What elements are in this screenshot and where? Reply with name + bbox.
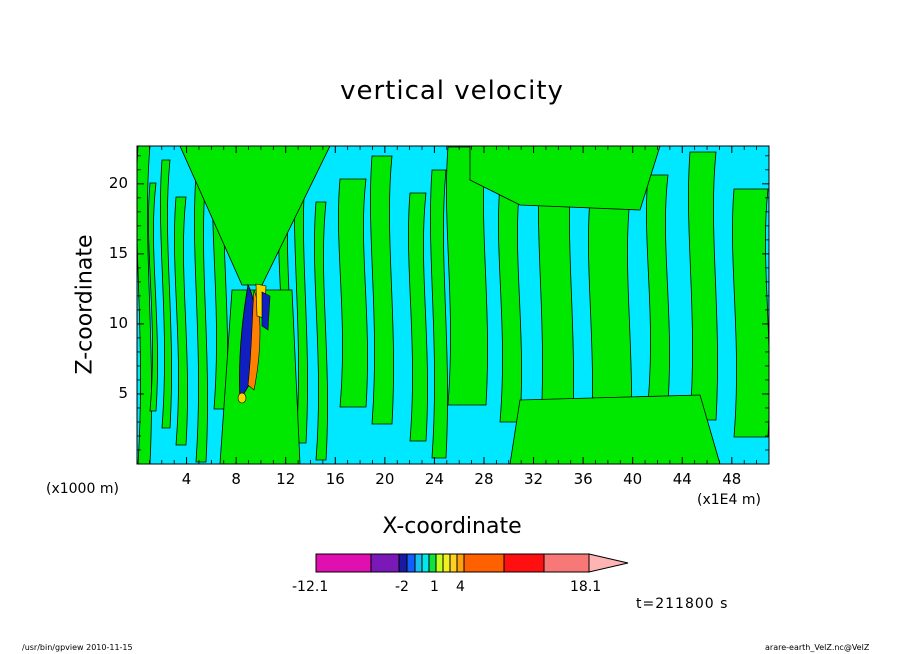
x-tick-label: 40 (623, 470, 643, 488)
colorbar-segment (398, 553, 408, 573)
contour-region (688, 151, 718, 421)
x-tick-label: 12 (276, 470, 296, 488)
y-tick-label: 20 (108, 173, 128, 192)
colorbar-segment (315, 553, 372, 573)
contour-region (338, 178, 368, 408)
updraft-base (237, 392, 247, 404)
y-tick-label: 10 (108, 313, 128, 332)
footer-program-date: /usr/bin/gpview 2010-11-15 (22, 643, 133, 652)
x-tick-label: 36 (573, 470, 593, 488)
footer-variable-source: arare-earth_VelZ.nc@VelZ (765, 643, 870, 652)
colorbar-segment (406, 553, 416, 573)
colorbar-segment (421, 553, 430, 573)
y-tick-label: 15 (108, 243, 128, 262)
contour-region (194, 173, 208, 463)
x-tick-label: 24 (424, 470, 444, 488)
colorbar-segment (428, 553, 437, 573)
x-axis-label: X-coordinate (382, 514, 522, 539)
x-tick-label: 8 (231, 470, 241, 488)
colorbar-segment (442, 553, 451, 573)
contour-region (469, 146, 661, 211)
downdraft-region (261, 291, 271, 331)
contour-region (174, 196, 188, 446)
colorbar-segment (435, 553, 444, 573)
colorbar-segment (456, 553, 465, 573)
contour-region (370, 155, 394, 425)
colorbar-tick-label: 1 (430, 579, 439, 595)
contour-region (446, 146, 488, 406)
x-tick-label: 20 (375, 470, 395, 488)
x-tick-label: 16 (325, 470, 345, 488)
colorbar-tick-label: 4 (456, 579, 465, 595)
contour-region (294, 164, 308, 444)
y-axis-label: Z-coordinate (72, 234, 98, 375)
x-axis-ticks (148, 146, 758, 464)
contour-region (148, 182, 158, 412)
colorbar-tick-label: -2 (395, 579, 409, 595)
x-axis-unit-left: (x1000 m) (46, 481, 119, 497)
colorbar-max-label: 18.1 (570, 579, 602, 595)
contour-region (314, 201, 328, 461)
contour-region (219, 289, 301, 464)
colorbar-max-arrow (588, 553, 629, 573)
contour-region (732, 188, 769, 438)
contour-region (408, 192, 428, 442)
colorbar-min-label: -12.1 (292, 579, 329, 595)
colorbar-segment (503, 553, 545, 573)
contour-field (137, 146, 769, 464)
plot-frame (136, 145, 770, 465)
contour-region (430, 169, 448, 459)
contour-region (160, 159, 172, 429)
chart-title: vertical velocity (340, 76, 564, 106)
colorbar-segment (543, 553, 590, 573)
y-axis-ticks (137, 155, 769, 451)
x-tick-label: 44 (672, 470, 692, 488)
contour-region (509, 394, 721, 464)
colorbar (315, 553, 629, 573)
y-tick-label: 5 (118, 383, 128, 402)
time-label: t=211800 s (636, 596, 729, 612)
colorbar-segment (370, 553, 400, 573)
colorbar-segment (449, 553, 458, 573)
x-tick-label: 4 (181, 470, 192, 488)
colorbar-segment (414, 553, 423, 573)
x-tick-label: 48 (722, 470, 742, 488)
colorbar-segment (463, 553, 505, 573)
x-axis-unit-right: (x1E4 m) (697, 492, 761, 508)
x-tick-label: 32 (524, 470, 544, 488)
x-tick-label: 28 (474, 470, 494, 488)
